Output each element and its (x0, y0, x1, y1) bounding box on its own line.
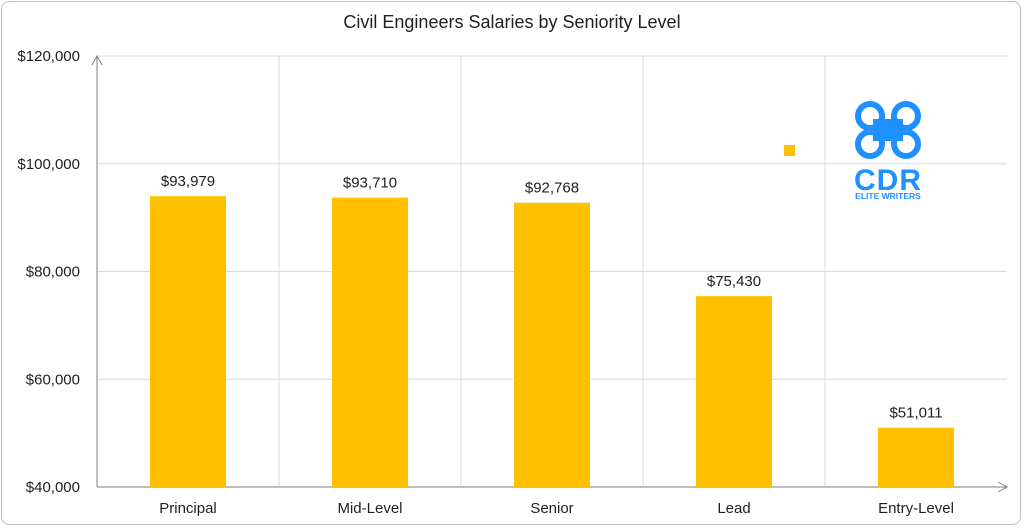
bar-value-label: $75,430 (707, 273, 761, 290)
bar (696, 296, 772, 487)
y-tick-label: $80,000 (26, 264, 80, 281)
labels: $40,000 $60,000 $80,000 $100,000 $120,000 $93… (17, 48, 954, 517)
y-tick-label: $40,000 (26, 479, 80, 496)
grid-lines (97, 55, 1007, 487)
x-tick-label: Lead (717, 500, 750, 517)
bar (150, 196, 226, 487)
command-key-icon (855, 101, 921, 159)
bar-value-label: $93,710 (343, 175, 397, 192)
y-axis-arrow (91, 54, 103, 66)
x-tick-label: Senior (530, 500, 573, 517)
chart-title: Civil Engineers Salaries by Seniority Le… (343, 12, 681, 32)
legend-marker (784, 145, 795, 156)
y-tick-label: $120,000 (17, 48, 80, 65)
x-tick-label: Mid-Level (337, 500, 402, 517)
x-tick-label: Principal (159, 500, 217, 517)
y-tick-label: $60,000 (26, 371, 80, 388)
cdr-logo: CDR ELITE WRITERS (854, 101, 922, 201)
x-tick-label: Entry-Level (878, 500, 954, 517)
bar-value-label: $51,011 (889, 405, 942, 422)
bar (514, 202, 590, 487)
y-tick-label: $100,000 (17, 156, 80, 173)
bar-value-label: $93,979 (161, 173, 215, 190)
logo-subtext: ELITE WRITERS (855, 191, 921, 201)
logo-text: CDR (854, 164, 922, 197)
bars (150, 196, 954, 487)
bar (332, 197, 408, 487)
bar-value-label: $92,768 (525, 180, 579, 197)
x-axis-arrow (997, 481, 1009, 493)
bar (878, 427, 954, 487)
